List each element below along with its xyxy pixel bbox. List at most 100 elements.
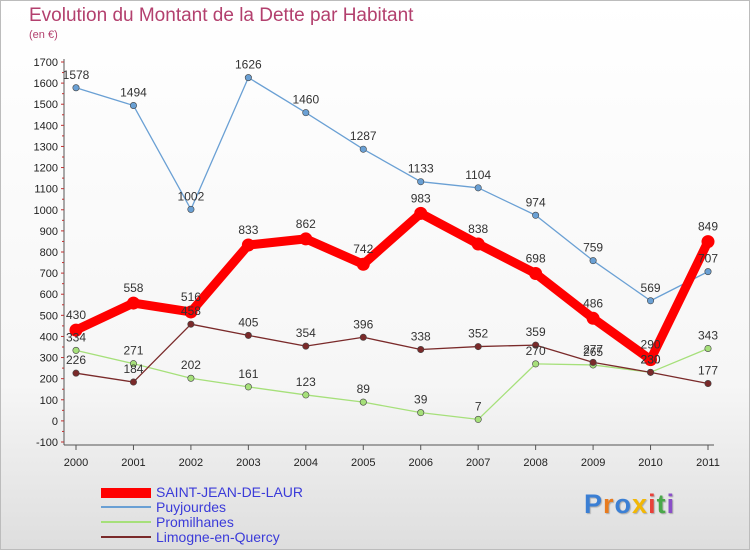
data-label: 230 <box>641 352 661 366</box>
data-label: 516 <box>181 290 201 304</box>
data-labels: 1578 1494 1002 1626 1460 1287 1133 1104 974 759 56… <box>63 58 719 414</box>
data-point <box>302 109 310 117</box>
x-tick-label: 2004 <box>294 457 318 469</box>
x-tick-label: 2002 <box>179 457 203 469</box>
data-label: 1626 <box>235 58 262 72</box>
y-tick-label: 1300 <box>34 141 58 153</box>
logo-letter: r <box>603 489 615 519</box>
series-line-2 <box>75 347 709 421</box>
data-point <box>701 235 715 249</box>
legend-label: Puyjourdes <box>156 499 227 515</box>
data-label: 359 <box>526 325 546 339</box>
logo-letter: i <box>666 489 676 519</box>
series-line-3 <box>75 323 709 385</box>
data-label: 430 <box>66 308 86 322</box>
data-label: 405 <box>238 315 258 329</box>
series-markers <box>69 74 715 423</box>
chart-subtitle: (en €) <box>29 29 58 41</box>
y-tick-label: 800 <box>40 247 58 259</box>
data-point <box>72 346 80 354</box>
data-point <box>704 380 712 388</box>
logo-letter: t <box>656 489 667 519</box>
x-tick-label: 2006 <box>408 457 432 469</box>
logo-letter: x <box>632 489 649 519</box>
data-point <box>647 368 655 376</box>
data-point <box>474 415 482 423</box>
data-point <box>241 238 255 252</box>
data-label: 1002 <box>178 189 205 203</box>
data-label: 707 <box>698 252 718 266</box>
data-point <box>129 378 137 386</box>
legend-swatch <box>101 488 151 498</box>
data-point <box>471 237 485 251</box>
data-point <box>647 297 655 305</box>
data-label: 352 <box>468 327 488 341</box>
legend-label: SAINT-JEAN-DE-LAUR <box>156 484 304 500</box>
data-label: 1460 <box>292 93 319 107</box>
y-tick-label: 300 <box>40 353 58 365</box>
proxiti-logo: Proxiti <box>584 489 675 520</box>
legend-swatch <box>101 506 151 508</box>
legend-label: Promilhanes <box>156 514 234 530</box>
data-point <box>129 360 137 368</box>
data-point <box>187 374 195 382</box>
y-tick-label: 400 <box>40 331 58 343</box>
y-tick-label: 700 <box>40 268 58 280</box>
data-label: 698 <box>526 252 546 266</box>
data-point <box>359 333 367 341</box>
data-point <box>532 341 540 349</box>
data-point <box>69 323 83 337</box>
data-label: 1104 <box>465 168 491 182</box>
data-label: 838 <box>468 222 488 236</box>
x-tick-label: 2003 <box>236 457 260 469</box>
data-label: 862 <box>296 217 316 231</box>
data-label: 270 <box>526 344 546 358</box>
y-tick-label: 900 <box>40 226 58 238</box>
data-label: 277 <box>583 342 603 356</box>
data-label: 230 <box>641 352 661 366</box>
data-label: 184 <box>123 362 143 376</box>
data-point <box>704 268 712 276</box>
data-label: 974 <box>526 195 546 209</box>
data-point <box>417 409 425 417</box>
data-label: 1287 <box>350 129 377 143</box>
data-label: 849 <box>698 220 718 234</box>
data-point <box>359 145 367 153</box>
chart-title: Evolution du Montant de la Dette par Hab… <box>29 5 414 26</box>
data-point <box>474 343 482 351</box>
data-label: 396 <box>353 317 373 331</box>
data-label: 202 <box>181 358 201 372</box>
axes: -100 0 100 200 300 400 500 600 700 800 900 1000 1100… <box>34 57 720 469</box>
data-label: 759 <box>583 241 603 255</box>
data-point <box>417 178 425 186</box>
data-point <box>532 360 540 368</box>
data-point <box>586 311 600 325</box>
data-point <box>302 342 310 350</box>
legend-swatch <box>101 536 151 538</box>
x-tick-label: 2009 <box>581 457 605 469</box>
y-tick-label: 1500 <box>34 99 58 111</box>
y-tick-label: 1400 <box>34 120 58 132</box>
data-label: 458 <box>181 304 201 318</box>
x-tick-label: 2008 <box>523 457 547 469</box>
y-tick-label: 0 <box>52 416 58 428</box>
data-point <box>299 232 313 246</box>
x-tick-label: 2001 <box>121 457 145 469</box>
data-point <box>244 383 252 391</box>
y-tick-label: -100 <box>36 437 58 449</box>
legend-swatch <box>101 521 151 523</box>
data-point <box>356 257 370 271</box>
data-point <box>532 211 540 219</box>
x-tick-label: 2011 <box>696 457 720 469</box>
data-point <box>417 346 425 354</box>
data-label: 1578 <box>63 68 90 82</box>
data-point <box>129 101 137 109</box>
x-tick-label: 2000 <box>64 457 88 469</box>
data-point <box>589 257 597 265</box>
data-label: 265 <box>583 345 603 359</box>
y-tick-label: 500 <box>40 310 58 322</box>
series-line-0 <box>71 208 713 365</box>
y-tick-label: 1000 <box>34 205 58 217</box>
